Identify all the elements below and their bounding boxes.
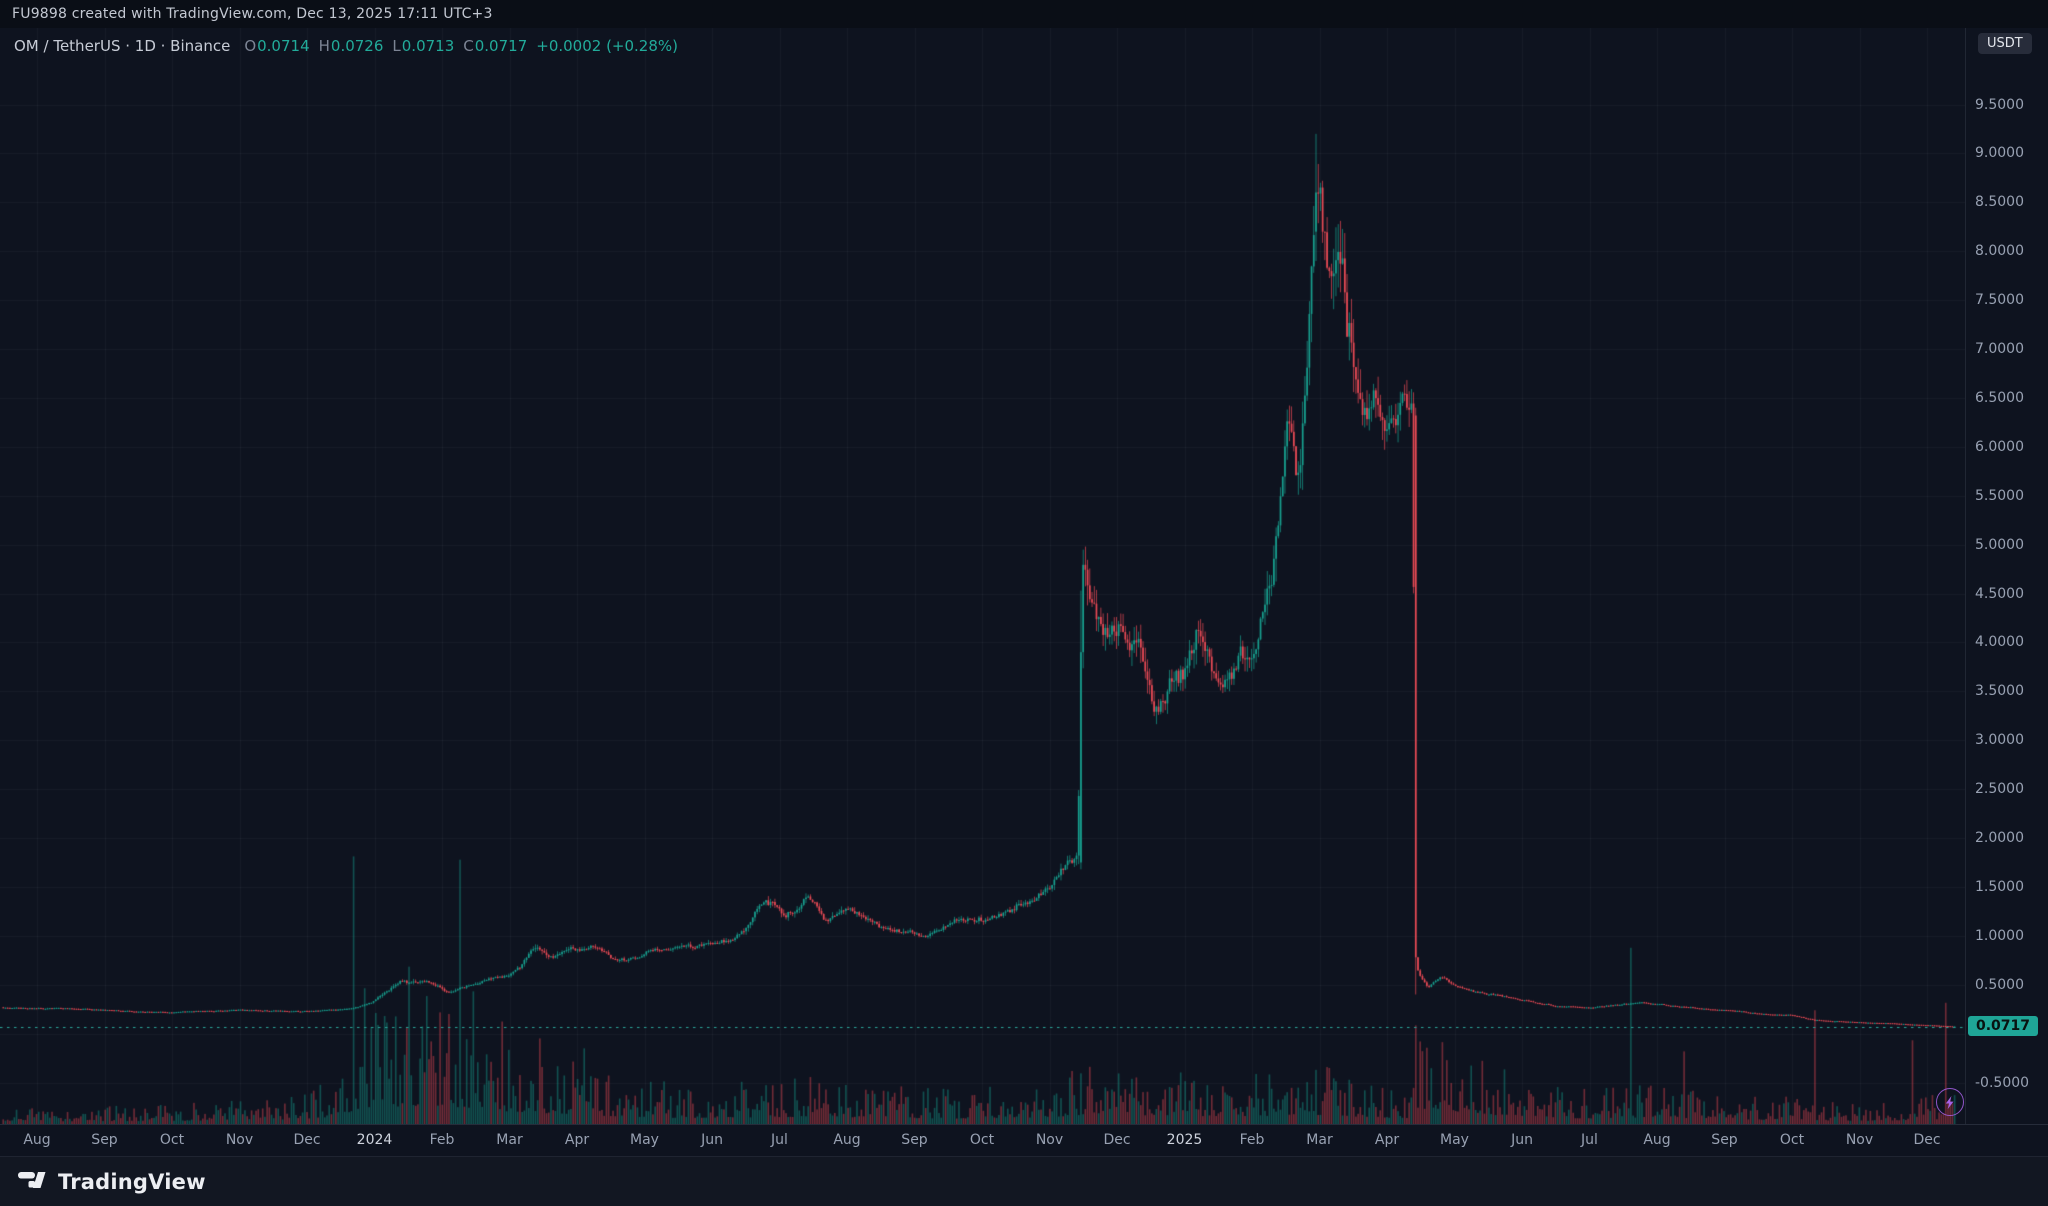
low-value: L0.0713	[392, 37, 455, 55]
tradingview-logo[interactable]: TradingView	[18, 1170, 206, 1194]
x-axis-label[interactable]: Jul	[771, 1132, 788, 1148]
x-axis-label[interactable]: Dec	[1103, 1132, 1131, 1148]
x-axis-label[interactable]: Oct	[159, 1132, 185, 1148]
time-axis[interactable]: Aug Sep Oct Nov Dec 2024 Feb Mar Apr May Jun Jul Aug…	[0, 1124, 2048, 1156]
x-axis-label[interactable]: Dec	[293, 1132, 321, 1148]
last-price-badge: 0.0717	[1968, 1015, 2039, 1036]
x-axis-label[interactable]: May	[1440, 1132, 1469, 1148]
flash-icon[interactable]	[1936, 1088, 1964, 1116]
close-value: C0.0717	[463, 37, 528, 55]
x-axis-label[interactable]: Dec	[1913, 1132, 1941, 1148]
y-axis-label: 9.0000	[1975, 145, 2024, 162]
y-axis-label: 1.0000	[1975, 927, 2024, 944]
x-axis-label[interactable]: Jun	[1511, 1132, 1533, 1148]
y-axis-label: 2.0000	[1975, 830, 2024, 846]
x-axis-label[interactable]: Nov	[1845, 1132, 1874, 1148]
y-axis-label: 1.5000	[1975, 878, 2024, 895]
footer-bar: TradingView	[0, 1156, 2048, 1206]
x-axis-label[interactable]: Oct	[969, 1132, 995, 1148]
price-scale[interactable]: USDT 9.5000 9.0000 8.5000 8.0000 7.5000 7.000…	[1965, 28, 2048, 1124]
symbol-title[interactable]: OM / TetherUS · 1D · Binance	[14, 37, 231, 55]
y-axis-label: 2.5000	[1975, 781, 2024, 798]
y-axis-label: 8.0000	[1975, 243, 2024, 260]
y-axis-label: 4.5000	[1975, 585, 2024, 602]
lightning-bolt-icon	[1945, 1095, 1953, 1109]
x-axis-label[interactable]: Sep	[901, 1132, 928, 1148]
currency-badge[interactable]: USDT	[1978, 33, 2032, 54]
y-axis-label: 6.0000	[1975, 438, 2024, 455]
symbol-legend: OM / TetherUS · 1D · Binance O0.0714 H0.…	[14, 37, 678, 55]
y-axis-label: -0.5000	[1975, 1074, 2030, 1091]
y-axis-label: 3.0000	[1975, 732, 2024, 749]
x-axis-label[interactable]: Jul	[1581, 1132, 1598, 1148]
change-value: +0.0002 (+0.28%)	[536, 37, 678, 55]
high-value: H0.0726	[318, 37, 384, 55]
x-axis-label[interactable]: 2024	[356, 1132, 393, 1148]
ohlc-values: O0.0714 H0.0726 L0.0713 C0.0717 +0.0002 …	[244, 37, 678, 55]
y-axis-label: 6.5000	[1975, 389, 2024, 406]
brand-wordmark: TradingView	[58, 1169, 206, 1194]
x-axis-label[interactable]: Mar	[1306, 1132, 1333, 1148]
x-axis-label[interactable]: Feb	[429, 1132, 455, 1148]
y-axis-labels: 9.5000 9.0000 8.5000 8.0000 7.5000 7.0000 6.50…	[1966, 28, 2048, 1124]
x-axis-label[interactable]: Oct	[1779, 1132, 1805, 1148]
x-axis-label[interactable]: Sep	[1711, 1132, 1738, 1148]
x-axis-label[interactable]: Mar	[496, 1132, 523, 1148]
x-axis-label[interactable]: Aug	[1643, 1132, 1671, 1148]
y-axis-label: 7.0000	[1975, 341, 2024, 357]
x-axis-label[interactable]: Sep	[91, 1132, 118, 1148]
x-axis-label[interactable]: Aug	[23, 1132, 51, 1148]
x-axis-label[interactable]: Apr	[564, 1132, 590, 1148]
y-axis-label: 3.5000	[1975, 683, 2024, 700]
x-axis-label[interactable]: Nov	[225, 1132, 254, 1148]
x-axis-label[interactable]: 2025	[1166, 1132, 1203, 1148]
attribution-text: FU9898 created with TradingView.com, Dec…	[12, 6, 493, 22]
chart-area: OM / TetherUS · 1D · Binance O0.0714 H0.…	[0, 28, 2048, 1124]
price-chart-canvas[interactable]	[0, 28, 1965, 1124]
x-axis-label[interactable]: May	[630, 1132, 659, 1148]
y-axis-label: 7.5000	[1975, 292, 2024, 309]
x-axis-label[interactable]: Apr	[1374, 1132, 1400, 1148]
y-axis-label: 0.5000	[1975, 976, 2024, 993]
y-axis-label: 9.5000	[1975, 96, 2024, 113]
x-axis-label[interactable]: Nov	[1035, 1132, 1064, 1148]
x-axis-label[interactable]: Feb	[1239, 1132, 1265, 1148]
tradingview-logo-icon	[18, 1171, 46, 1188]
x-axis-label[interactable]: Jun	[701, 1132, 723, 1148]
y-axis-label: 5.0000	[1975, 536, 2024, 553]
y-axis-label: 8.5000	[1975, 194, 2024, 211]
y-axis-label: 4.0000	[1975, 634, 2024, 651]
open-value: O0.0714	[244, 37, 310, 55]
attribution-bar: FU9898 created with TradingView.com, Dec…	[0, 0, 2048, 28]
y-axis-label: 5.5000	[1975, 487, 2024, 504]
x-axis-label[interactable]: Aug	[833, 1132, 861, 1148]
